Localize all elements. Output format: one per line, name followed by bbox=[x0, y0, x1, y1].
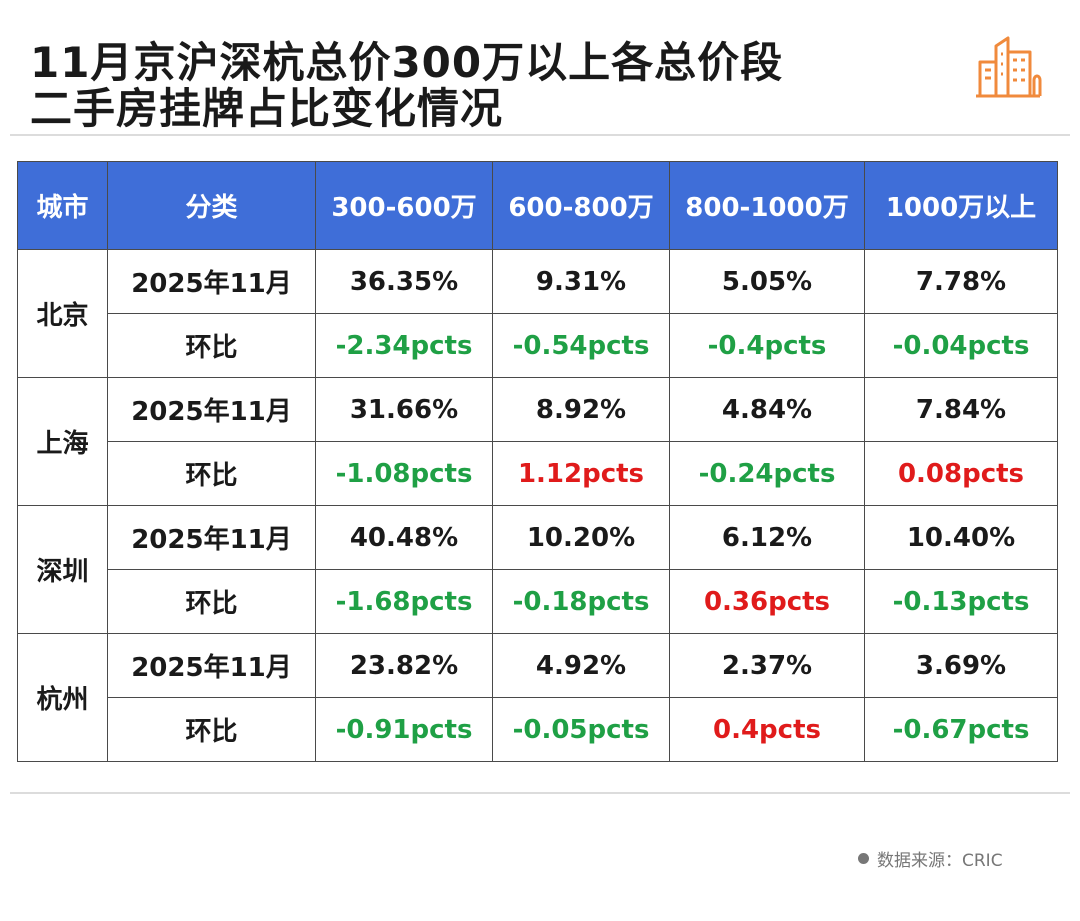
category-cell: 环比 bbox=[107, 313, 316, 378]
value-cell: 7.78% bbox=[864, 249, 1058, 314]
city-cell: 深圳 bbox=[17, 505, 108, 634]
bullet-dot-icon bbox=[858, 853, 869, 864]
value-cell: 31.66% bbox=[315, 377, 493, 442]
value-cell: -2.34pcts bbox=[315, 313, 493, 378]
table-row: 环比 -2.34pcts -0.54pcts -0.4pcts -0.04pcts bbox=[18, 313, 1058, 378]
category-cell: 2025年11月 bbox=[107, 633, 316, 698]
city-cell: 北京 bbox=[17, 249, 108, 378]
header-category: 分类 bbox=[107, 161, 316, 250]
top-divider bbox=[10, 134, 1070, 136]
value-cell: 10.20% bbox=[492, 505, 670, 570]
value-cell: -0.91pcts bbox=[315, 697, 493, 762]
value-cell: -1.68pcts bbox=[315, 569, 493, 634]
value-cell: -0.18pcts bbox=[492, 569, 670, 634]
category-cell: 2025年11月 bbox=[107, 249, 316, 314]
category-cell: 环比 bbox=[107, 569, 316, 634]
value-cell: 36.35% bbox=[315, 249, 493, 314]
title-line-2: 二手房挂牌占比变化情况 bbox=[30, 84, 504, 133]
value-cell: -0.67pcts bbox=[864, 697, 1058, 762]
value-cell: 23.82% bbox=[315, 633, 493, 698]
category-cell: 环比 bbox=[107, 697, 316, 762]
value-cell: 3.69% bbox=[864, 633, 1058, 698]
value-cell: 9.31% bbox=[492, 249, 670, 314]
value-cell: 0.4pcts bbox=[669, 697, 865, 762]
header-city: 城市 bbox=[17, 161, 108, 250]
city-cell: 杭州 bbox=[17, 633, 108, 762]
table-row: 环比 -1.08pcts 1.12pcts -0.24pcts 0.08pcts bbox=[18, 441, 1058, 506]
value-cell: 4.92% bbox=[492, 633, 670, 698]
value-cell: -0.24pcts bbox=[669, 441, 865, 506]
value-cell: 6.12% bbox=[669, 505, 865, 570]
table-row: 环比 -1.68pcts -0.18pcts 0.36pcts -0.13pcts bbox=[18, 569, 1058, 634]
value-cell: 40.48% bbox=[315, 505, 493, 570]
table-row: 北京 2025年11月 36.35% 9.31% 5.05% 7.78% bbox=[17, 249, 1058, 378]
category-cell: 2025年11月 bbox=[107, 505, 316, 570]
table-header-row: 城市 分类 300-600万 600-800万 800-1000万 1000万以… bbox=[17, 161, 1058, 250]
bottom-divider bbox=[10, 792, 1070, 794]
value-cell: -0.54pcts bbox=[492, 313, 670, 378]
value-cell: 8.92% bbox=[492, 377, 670, 442]
value-cell: 4.84% bbox=[669, 377, 865, 442]
value-cell: -1.08pcts bbox=[315, 441, 493, 506]
header-800-1000: 800-1000万 bbox=[669, 161, 865, 250]
city-cell: 上海 bbox=[17, 377, 108, 506]
value-cell: 7.84% bbox=[864, 377, 1058, 442]
value-cell: 0.36pcts bbox=[669, 569, 865, 634]
table-row: 上海 2025年11月 31.66% 8.92% 4.84% 7.84% bbox=[17, 377, 1058, 506]
table-row: 杭州 2025年11月 23.82% 4.92% 2.37% 3.69% bbox=[17, 633, 1058, 762]
value-cell: -0.04pcts bbox=[864, 313, 1058, 378]
header-600-800: 600-800万 bbox=[492, 161, 670, 250]
header-300-600: 300-600万 bbox=[315, 161, 493, 250]
data-source-text: 数据来源：CRIC bbox=[877, 851, 1003, 871]
value-cell: -0.05pcts bbox=[492, 697, 670, 762]
value-cell: 10.40% bbox=[864, 505, 1058, 570]
table-row: 环比 -0.91pcts -0.05pcts 0.4pcts -0.67pcts bbox=[18, 697, 1058, 762]
price-segment-table: 城市 分类 300-600万 600-800万 800-1000万 1000万以… bbox=[17, 161, 1058, 762]
title-line-1: 11月京沪深杭总价300万以上各总价段 bbox=[30, 38, 784, 87]
value-cell: 0.08pcts bbox=[864, 441, 1058, 506]
category-cell: 2025年11月 bbox=[107, 377, 316, 442]
value-cell: 5.05% bbox=[669, 249, 865, 314]
city-buildings-icon bbox=[976, 36, 1042, 98]
value-cell: -0.4pcts bbox=[669, 313, 865, 378]
data-source: 数据来源：CRIC bbox=[858, 846, 1003, 871]
value-cell: 2.37% bbox=[669, 633, 865, 698]
table-row: 深圳 2025年11月 40.48% 10.20% 6.12% 10.40% bbox=[17, 505, 1058, 634]
header-1000-plus: 1000万以上 bbox=[864, 161, 1058, 250]
value-cell: -0.13pcts bbox=[864, 569, 1058, 634]
value-cell: 1.12pcts bbox=[492, 441, 670, 506]
page-title: 11月京沪深杭总价300万以上各总价段 二手房挂牌占比变化情况 bbox=[30, 40, 930, 132]
category-cell: 环比 bbox=[107, 441, 316, 506]
